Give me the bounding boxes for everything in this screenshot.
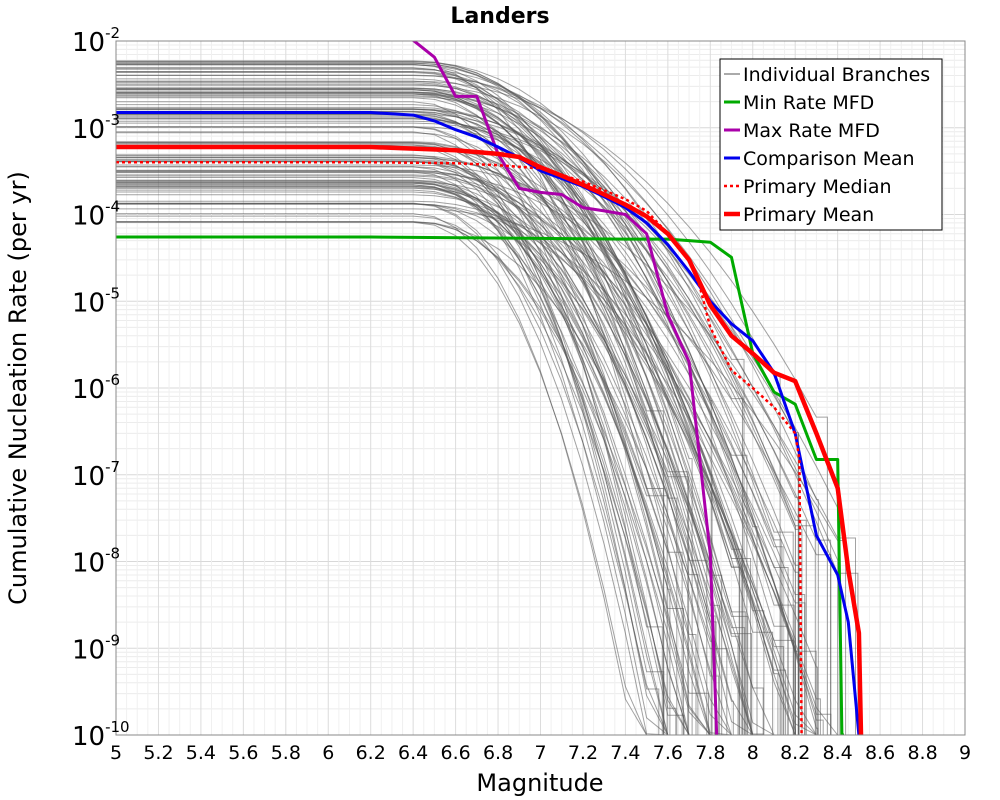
y-tick-label: 10-10	[72, 718, 130, 752]
series-lines	[116, 41, 864, 735]
series-line-3	[116, 161, 803, 735]
branch-line	[116, 92, 723, 735]
branch-line	[116, 132, 749, 735]
x-tick-label: 7	[534, 742, 546, 764]
branch-line	[116, 156, 748, 735]
chart-title: Landers	[450, 4, 549, 29]
x-tick-label: 6.2	[356, 742, 386, 764]
branch-line	[116, 208, 847, 735]
individual-branches	[116, 60, 859, 735]
x-tick-label: 5.2	[143, 742, 173, 764]
x-tick-label: 6.4	[398, 742, 428, 764]
branch-line	[116, 213, 663, 735]
x-tick-label: 7.6	[653, 742, 683, 764]
branch-line	[116, 185, 689, 735]
y-tick-label: 10-2	[72, 24, 120, 58]
branch-line	[116, 177, 732, 735]
branch-line	[116, 120, 841, 735]
y-tick-label: 10-5	[72, 284, 120, 318]
x-tick-label: 8.2	[780, 742, 810, 764]
legend: Individual Branches Min Rate MFD Max Rate …	[719, 58, 943, 231]
x-tick-label: 6	[322, 742, 334, 764]
branch-line	[116, 74, 819, 735]
x-tick-label: 5.4	[186, 742, 216, 764]
branch-line	[116, 78, 713, 735]
x-tick-label: 6.8	[483, 742, 513, 764]
branch-line	[116, 88, 818, 735]
x-tick-label: 8.6	[865, 742, 895, 764]
y-tick-label: 10-3	[72, 111, 120, 145]
branch-line	[116, 104, 764, 735]
branch-line	[116, 62, 817, 735]
x-tick-labels: 5 5.2 5.4 5.6 5.8 6 6.2 6.4 6.6 6.8 7 7.2 7.4 7.6 7.8 8…	[110, 742, 971, 764]
series-line-0	[116, 235, 844, 735]
branch-line	[116, 186, 753, 735]
legend-label: Max Rate MFD	[743, 120, 880, 142]
x-tick-label: 8	[747, 742, 759, 764]
series-line-4	[116, 144, 864, 735]
branch-line	[116, 182, 728, 735]
y-tick-labels: 10-10 10-9 10-8 10-7 10-6 10-5 10-4 10-3 10-2	[72, 24, 130, 752]
y-tick-label: 10-8	[72, 545, 120, 579]
x-tick-label: 7.8	[695, 742, 725, 764]
branch-line	[116, 67, 764, 735]
branch-line	[116, 171, 677, 735]
branch-line	[116, 200, 818, 735]
legend-label: Primary Mean	[743, 204, 874, 226]
branch-line	[116, 80, 743, 735]
branch-line	[116, 155, 832, 735]
y-tick-label: 10-9	[72, 631, 120, 665]
legend-label: Min Rate MFD	[743, 92, 874, 114]
x-tick-label: 8.4	[823, 742, 853, 764]
branch-line	[116, 108, 803, 735]
x-axis-label: Magnitude	[476, 769, 603, 797]
branch-line	[116, 84, 799, 735]
branch-line	[116, 203, 689, 735]
y-axis-label: Cumulative Nucleation Rate (per yr)	[4, 171, 32, 605]
branch-line	[116, 117, 796, 735]
branch-line	[116, 91, 776, 735]
branch-line	[116, 169, 831, 735]
y-tick-label: 10-4	[72, 198, 120, 232]
branch-line	[116, 114, 717, 735]
x-tick-label: 7.2	[568, 742, 598, 764]
branch-line	[116, 63, 665, 735]
branch-line	[116, 126, 721, 735]
legend-label: Individual Branches	[743, 64, 930, 86]
branch-line	[116, 166, 746, 735]
x-tick-label: 8.8	[907, 742, 937, 764]
x-tick-label: 6.6	[440, 742, 470, 764]
legend-label: Primary Median	[743, 176, 892, 198]
branch-line	[116, 164, 856, 735]
branch-line	[116, 93, 804, 735]
branch-line	[116, 115, 720, 735]
plot-frame	[115, 40, 966, 736]
grid	[115, 41, 966, 736]
x-tick-label: 5.6	[228, 742, 258, 764]
x-tick-label: 7.4	[610, 742, 640, 764]
series-line-1	[412, 41, 719, 735]
y-tick-label: 10-6	[72, 371, 120, 405]
y-tick-label: 10-7	[72, 458, 120, 492]
branch-line	[116, 101, 663, 735]
branch-line	[116, 215, 709, 735]
branch-line	[116, 221, 679, 735]
x-tick-label: 5	[110, 742, 122, 764]
branch-line	[116, 87, 824, 735]
branch-line	[116, 179, 689, 735]
branch-line	[116, 97, 664, 735]
branch-line	[116, 184, 698, 735]
branch-line	[116, 131, 675, 735]
x-tick-label: 5.8	[271, 742, 301, 764]
legend-label: Comparison Mean	[743, 148, 915, 170]
branch-line	[116, 113, 758, 735]
legend-box	[719, 58, 943, 231]
x-tick-label: 9	[959, 742, 971, 764]
